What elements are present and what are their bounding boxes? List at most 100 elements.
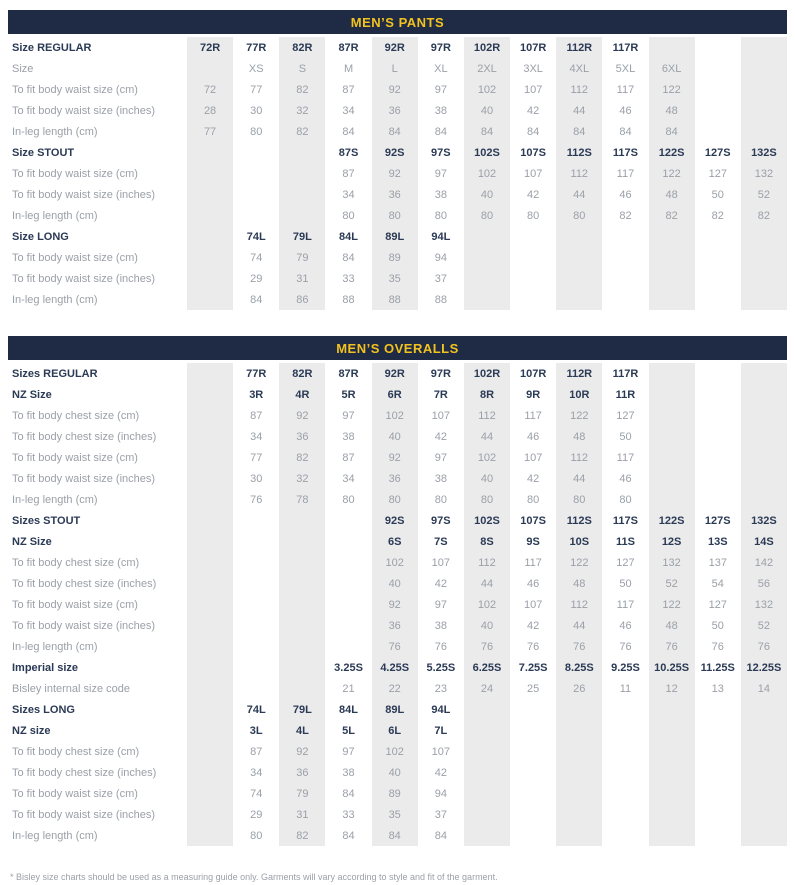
size-cell: 142 — [740, 552, 787, 573]
size-cell — [279, 510, 326, 531]
size-cell — [510, 741, 556, 762]
size-cell: 82 — [740, 205, 787, 226]
size-cell — [279, 531, 326, 552]
size-cell — [648, 289, 695, 310]
size-cell — [187, 636, 234, 657]
row-label: Size REGULAR — [12, 41, 92, 54]
size-cell — [695, 79, 741, 100]
size-cell: 2XL — [463, 58, 511, 79]
size-cell: 107 — [431, 745, 451, 758]
size-cell — [740, 289, 787, 310]
size-cell: 79 — [279, 783, 326, 804]
size-cell: 84L — [339, 230, 359, 243]
size-cell: 87 — [250, 745, 263, 758]
size-cell: 54 — [711, 577, 724, 590]
size-cell: 76 — [250, 493, 263, 506]
size-cell — [325, 510, 371, 531]
size-cell — [233, 573, 279, 594]
size-cell: 35 — [371, 804, 418, 825]
size-cell: 36 — [371, 184, 418, 205]
size-cell: 6XL — [648, 58, 695, 79]
size-cell: 78 — [279, 489, 326, 510]
size-cell: 94L — [431, 703, 451, 716]
size-cell: 29 — [250, 272, 263, 285]
size-cell: 127 — [616, 409, 635, 422]
size-cell: 112R — [556, 37, 603, 58]
size-cell — [695, 384, 741, 405]
size-cell — [556, 268, 603, 289]
size-cell — [187, 405, 234, 426]
size-cell: 46 — [619, 188, 632, 201]
size-cell: 122S — [648, 142, 695, 163]
size-cell: 4.25S — [371, 657, 418, 678]
size-cell: 44 — [463, 426, 511, 447]
size-cell: 48 — [556, 573, 603, 594]
size-cell: 12.25S — [740, 657, 787, 678]
size-cell: 87 — [342, 451, 355, 464]
size-cell — [695, 37, 741, 58]
size-cell: 52 — [648, 573, 695, 594]
size-cell: 122S — [648, 510, 695, 531]
size-cell — [648, 426, 695, 447]
size-cell — [510, 762, 556, 783]
size-cell: 84 — [342, 787, 355, 800]
size-cell — [740, 447, 787, 468]
size-cell: 80 — [556, 205, 603, 226]
size-cell: 92 — [371, 163, 418, 184]
size-cell — [602, 825, 648, 846]
row-label: Imperial size — [12, 661, 79, 674]
size-cell: 102 — [463, 163, 511, 184]
size-cell: 21 — [342, 682, 355, 695]
size-cell — [510, 783, 556, 804]
size-cell — [187, 825, 234, 846]
size-cell — [695, 247, 741, 268]
size-cell — [510, 699, 556, 720]
size-cell: 88 — [434, 293, 447, 306]
size-cell: 102 — [371, 552, 418, 573]
row-label: Size LONG — [12, 230, 69, 243]
size-cell: 32 — [279, 468, 326, 489]
size-cell — [602, 720, 648, 741]
size-cell: 87R — [338, 41, 359, 54]
size-cell — [648, 405, 695, 426]
size-cell — [510, 268, 556, 289]
size-cell: 6.25S — [463, 657, 511, 678]
row-label: NZ Size — [12, 388, 52, 401]
size-cell: 107 — [523, 167, 543, 180]
size-cell: 38 — [434, 188, 447, 201]
row-label: To fit body chest size (cm) — [12, 409, 140, 422]
size-cell: 87R — [338, 367, 359, 380]
size-cell — [187, 573, 234, 594]
size-cell — [233, 594, 279, 615]
table-row: To fit body waist size (cm) 74 79 84 89 94 — [8, 783, 787, 804]
size-cell: 112 — [463, 405, 511, 426]
size-cell: 30 — [250, 104, 263, 117]
size-cell: 77 — [250, 83, 263, 96]
size-cell: 3R — [249, 388, 264, 401]
size-cell — [187, 489, 234, 510]
size-cell: 107 — [523, 83, 543, 96]
size-cell: 84 — [556, 121, 603, 142]
size-cell: 50 — [711, 188, 724, 201]
size-cell: 107 — [431, 409, 451, 422]
size-cell: 36 — [371, 468, 418, 489]
size-cell: 102S — [463, 142, 511, 163]
size-cell — [740, 121, 787, 142]
size-cell: 122 — [556, 552, 603, 573]
size-cell: 84 — [434, 125, 447, 138]
size-cell — [695, 447, 741, 468]
size-cell: 97 — [434, 167, 447, 180]
size-cell: 112 — [556, 594, 603, 615]
size-cell: 44 — [556, 100, 603, 121]
size-cell — [463, 825, 511, 846]
size-cell: 33 — [342, 272, 355, 285]
size-cell: 7R — [433, 388, 448, 401]
table-title: MEN’S OVERALLS — [336, 340, 459, 356]
size-cell: 80 — [556, 489, 603, 510]
row-label: To fit body waist size (inches) — [12, 619, 156, 632]
size-cell: 82 — [619, 209, 632, 222]
size-cell: 34 — [342, 188, 355, 201]
size-cell: 42 — [527, 188, 540, 201]
table-row: To fit body waist size (cm) 77 82 87 92 97 102… — [8, 447, 787, 468]
size-cell: 102 — [463, 447, 511, 468]
